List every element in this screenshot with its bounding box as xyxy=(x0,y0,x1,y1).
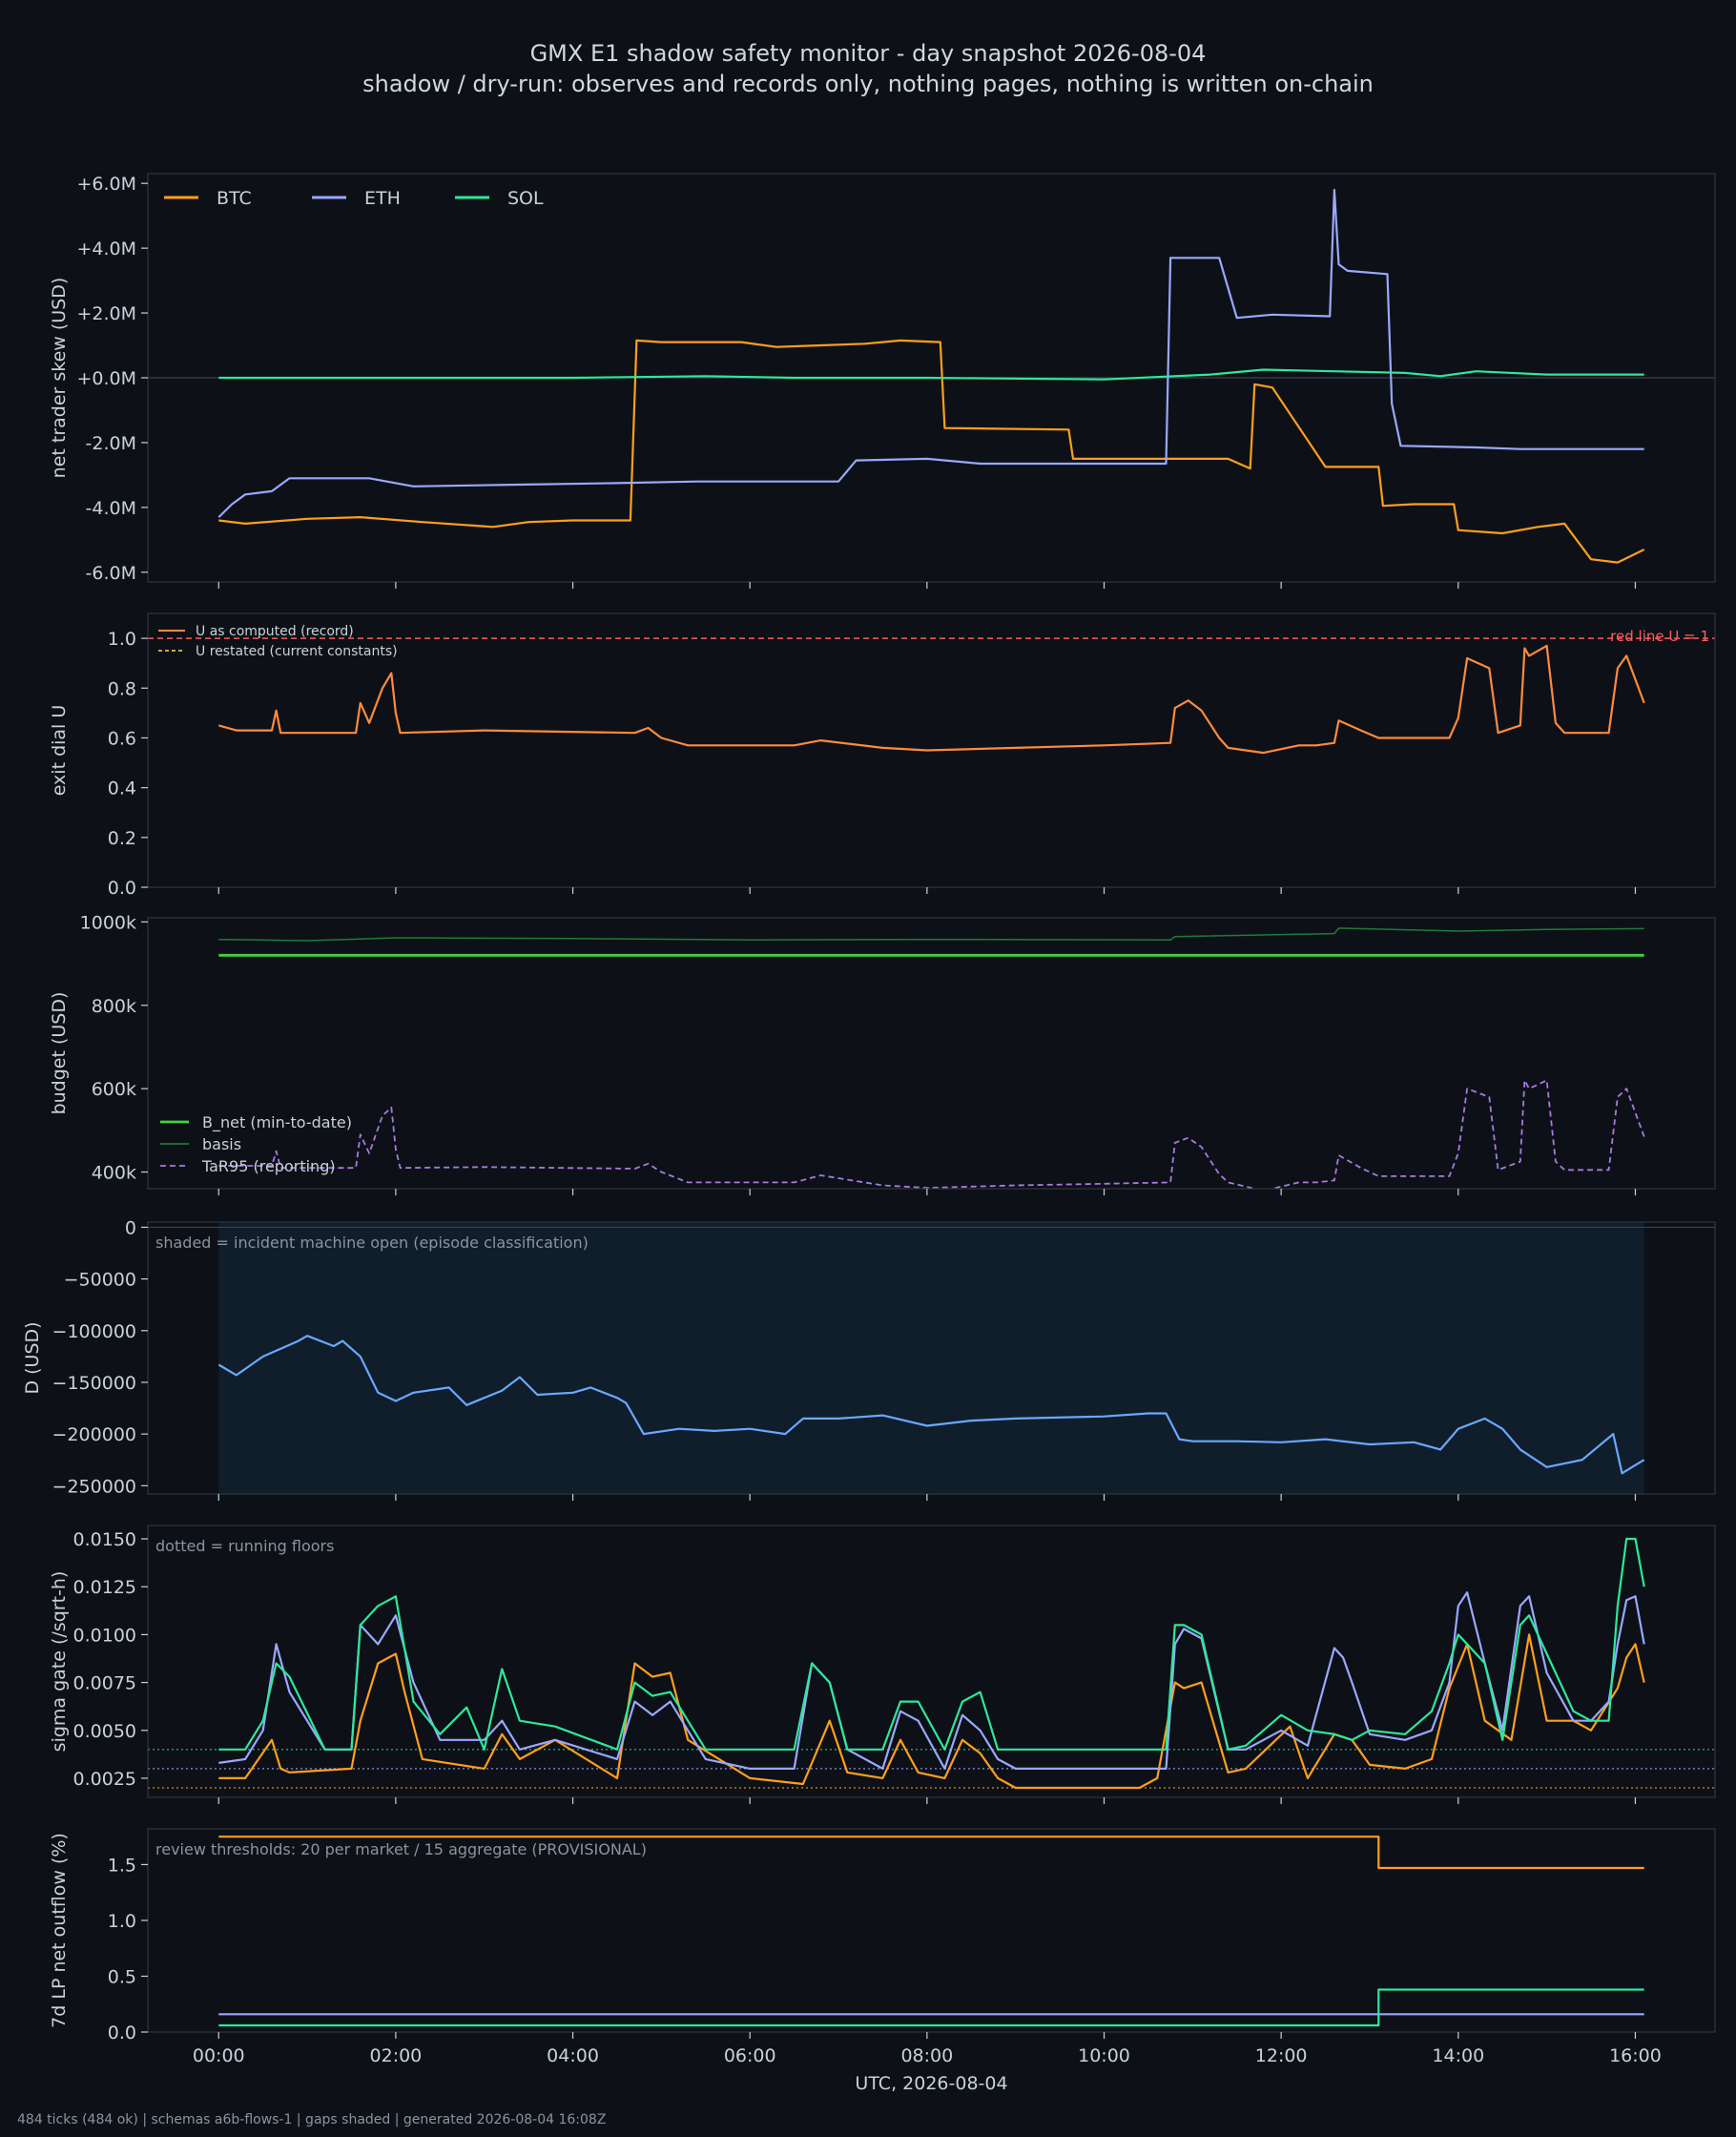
y-tick-label: 0.0025 xyxy=(73,1769,136,1790)
y-tick-label: 600k xyxy=(92,1079,136,1100)
y-tick-label: -6.0M xyxy=(86,563,136,584)
series-line-btc xyxy=(218,1836,1644,1870)
y-tick-label: 1.0 xyxy=(108,629,136,650)
legend-label: ETH xyxy=(364,188,401,209)
x-tick-label: 02:00 xyxy=(370,2045,423,2066)
chart-panel-3: 400k 600k 800k 1000k budget (USD) B_net (min-… xyxy=(49,912,1716,1195)
plot-frame xyxy=(147,1525,1716,1798)
x-tick-label: 14:00 xyxy=(1432,2045,1484,2066)
y-tick-label: 0.8 xyxy=(108,678,136,699)
legend-label: U restated (current constants) xyxy=(196,644,398,659)
y-tick-label: 0.5 xyxy=(108,1966,136,1987)
y-tick-label: 1000k xyxy=(80,912,136,933)
x-tick-label: 04:00 xyxy=(547,2045,599,2066)
series-group xyxy=(218,1537,1645,1790)
shaded-region xyxy=(218,1222,1644,1494)
page-subtitle: shadow / dry-run: observes and records o… xyxy=(362,71,1374,97)
y-tick-label: +4.0M xyxy=(76,239,136,259)
plot-frame xyxy=(147,917,1716,1190)
series-line-sol xyxy=(218,1537,1645,1751)
legend-label: B_net (min-to-date) xyxy=(202,1113,352,1132)
panel-annotation: review thresholds: 20 per market / 15 ag… xyxy=(155,1840,647,1858)
y-tick-label: +0.0M xyxy=(76,368,136,389)
legend-label: TaR95 (reporting) xyxy=(201,1157,336,1175)
series-line-eth xyxy=(217,188,1644,518)
series-group xyxy=(218,644,1645,755)
y-tick-label: −50000 xyxy=(64,1270,136,1291)
legend: B_net (min-to-date) basis TaR95 (reporting… xyxy=(160,1113,352,1175)
y-tick-label: −200000 xyxy=(52,1424,136,1445)
x-tick-label: 12:00 xyxy=(1255,2045,1308,2066)
y-axis-label: budget (USD) xyxy=(49,992,70,1115)
y-tick-label: 800k xyxy=(92,996,136,1017)
legend: BTC ETH SOL xyxy=(164,188,544,209)
y-tick-label: 0.6 xyxy=(108,728,136,749)
y-axis-label: net trader skew (USD) xyxy=(49,278,70,479)
chart-panel-2: red line U = 1 0.0 0.2 0.4 0.6 0.8 1.0 exit dia… xyxy=(49,612,1716,899)
y-tick-label: 0.0100 xyxy=(73,1625,136,1646)
legend-label: U as computed (record) xyxy=(196,624,354,639)
series-group xyxy=(218,927,1645,1189)
legend-label: SOL xyxy=(507,188,544,209)
y-tick-label: 0.0050 xyxy=(73,1721,136,1742)
series-line-eth xyxy=(218,1591,1645,1771)
y-tick-label: +6.0M xyxy=(76,174,136,195)
series-line-sol xyxy=(218,1988,1644,2027)
plot-frame xyxy=(147,612,1716,888)
y-axis-label: sigma gate (/sqrt-h) xyxy=(49,1571,70,1753)
y-tick-label: 0.0075 xyxy=(73,1673,136,1694)
series-line-tar95 xyxy=(218,1079,1645,1189)
legend: U as computed (record) U restated (curren… xyxy=(158,624,398,659)
y-axis-label: exit dial U xyxy=(49,705,70,797)
footer-status: 484 ticks (484 ok) | schemas a6b-flows-1… xyxy=(17,2112,607,2127)
x-tick-label: 10:00 xyxy=(1078,2045,1130,2066)
plot-frame xyxy=(147,1221,1716,1495)
x-tick-label: 16:00 xyxy=(1609,2045,1662,2066)
series-line-u xyxy=(218,644,1645,755)
y-tick-label: 0.0 xyxy=(108,2023,136,2044)
plot-frame xyxy=(147,1828,1716,2033)
y-tick-label: 0.0150 xyxy=(73,1529,136,1550)
red-line-label: red line U = 1 xyxy=(1610,628,1709,645)
y-tick-label: -4.0M xyxy=(86,498,136,519)
x-tick-label: 06:00 xyxy=(724,2045,776,2066)
series-group xyxy=(217,188,1645,564)
y-tick-label: +2.0M xyxy=(76,303,136,324)
x-tick-label: 00:00 xyxy=(193,2045,245,2066)
y-tick-label: 0.0125 xyxy=(73,1577,136,1598)
legend-label: basis xyxy=(202,1135,241,1153)
y-axis-label: D (USD) xyxy=(22,1321,43,1394)
chart-panel-5: 0.0025 0.0050 0.0075 0.0100 0.0125 0.0150sigm… xyxy=(49,1525,1716,1804)
y-tick-label: −100000 xyxy=(52,1321,136,1342)
y-tick-label: 0.4 xyxy=(108,778,136,799)
x-tick-label: 08:00 xyxy=(900,2045,953,2066)
y-tick-label: 0.0 xyxy=(108,878,136,899)
series-group xyxy=(218,1836,1644,2027)
y-tick-label: 400k xyxy=(92,1163,136,1184)
x-axis-label: UTC, 2026-08-04 xyxy=(855,2073,1007,2094)
y-tick-label: −150000 xyxy=(52,1373,136,1394)
y-tick-label: 0.2 xyxy=(108,828,136,849)
chart-panel-6: 0.0 0.5 1.0 1.5 00:00 02:00 04:00 06:00 08:00 10:… xyxy=(49,1828,1716,2094)
series-line-sol xyxy=(218,368,1644,381)
y-axis-label: 7d LP net outflow (%) xyxy=(49,1833,70,2028)
y-tick-label: 1.0 xyxy=(108,1911,136,1932)
series-line-basis xyxy=(218,927,1644,942)
series-group xyxy=(217,1335,1645,1475)
y-tick-label: −250000 xyxy=(52,1476,136,1497)
series-line-btc xyxy=(218,339,1645,564)
y-tick-label: 1.5 xyxy=(108,1855,136,1876)
panel-annotation: shaded = incident machine open (episode … xyxy=(155,1234,589,1252)
page-title: GMX E1 shadow safety monitor - day snaps… xyxy=(529,40,1207,67)
series-line-btc xyxy=(218,1633,1645,1790)
chart-panel-4: 0 −50000 −100000 −150000 −200000 −250000 D (US… xyxy=(22,1217,1716,1501)
y-tick-label: -2.0M xyxy=(86,433,136,454)
series-line-d xyxy=(217,1335,1645,1475)
chart-panel-1: -6.0M -4.0M -2.0M +0.0M +2.0M +4.0M +6.0M net t… xyxy=(49,173,1716,589)
y-tick-label: 0 xyxy=(125,1217,136,1238)
legend-label: BTC xyxy=(217,188,252,209)
panel-annotation: dotted = running floors xyxy=(155,1537,334,1555)
